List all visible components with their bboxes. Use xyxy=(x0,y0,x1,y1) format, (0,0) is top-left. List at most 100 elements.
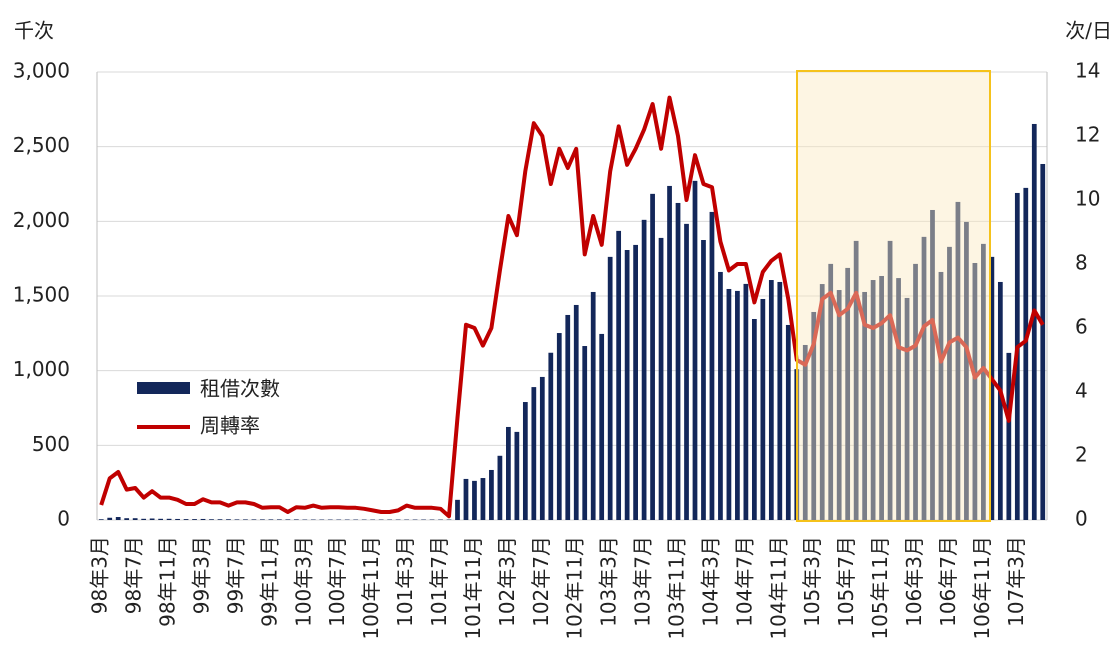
x-tick-label: 100年3月 xyxy=(291,536,315,627)
y2-tick-label: 4 xyxy=(1075,379,1088,403)
bar xyxy=(785,324,791,520)
x-tick-label: 100年11月 xyxy=(359,536,383,640)
bar xyxy=(141,518,147,520)
bar xyxy=(777,281,783,520)
bar xyxy=(115,517,121,520)
x-tick-label: 99年7月 xyxy=(223,536,247,614)
y2-tick-label: 10 xyxy=(1075,187,1100,211)
x-tick-label: 106年11月 xyxy=(970,536,994,640)
y2-tick-label: 6 xyxy=(1075,315,1088,339)
y2-tick-label: 12 xyxy=(1075,123,1100,147)
bar xyxy=(1023,187,1029,520)
y2-tick-label: 8 xyxy=(1075,251,1088,275)
bar xyxy=(870,280,876,520)
bar xyxy=(573,304,579,520)
x-tick-label: 107年3月 xyxy=(1004,536,1028,627)
x-tick-label: 106年7月 xyxy=(936,536,960,627)
bar xyxy=(285,519,291,520)
y2-axis-label: 次/日 xyxy=(1065,19,1112,43)
bar xyxy=(1031,123,1037,520)
x-tick-label: 105年11月 xyxy=(868,536,892,640)
bar xyxy=(599,333,605,520)
bar xyxy=(158,518,163,520)
bar xyxy=(260,519,265,520)
bar xyxy=(675,202,681,520)
bar xyxy=(1040,163,1046,521)
x-tick-label: 99年3月 xyxy=(190,536,214,614)
bar xyxy=(930,209,935,520)
bar xyxy=(522,402,528,520)
x-tick-label: 98年3月 xyxy=(88,536,112,614)
y-axis-label: 千次 xyxy=(14,19,54,43)
bar xyxy=(616,230,622,520)
bar xyxy=(845,267,851,520)
y-tick-label: 1,000 xyxy=(13,357,70,381)
bar xyxy=(268,519,274,520)
x-tick-label: 104年3月 xyxy=(698,536,722,627)
x-tick-label: 105年7月 xyxy=(834,536,858,627)
x-tick-label: 106年3月 xyxy=(902,536,926,627)
bar xyxy=(463,478,469,520)
bar xyxy=(192,519,197,520)
x-tick-label: 102年3月 xyxy=(495,536,519,627)
y2-tick-label: 0 xyxy=(1075,507,1088,531)
bar xyxy=(955,201,961,521)
x-tick-label: 101年3月 xyxy=(393,536,417,627)
bar xyxy=(514,431,520,520)
bar xyxy=(166,518,172,520)
labels: 0 500 1,000 1,500 2,000 2,500 3,000 0 2 4 6 8 10 12 14… xyxy=(13,59,1101,640)
y-tick-label: 500 xyxy=(32,432,70,456)
bar xyxy=(667,185,672,520)
bar xyxy=(726,288,732,520)
bar xyxy=(480,478,486,520)
x-tick-label: 104年7月 xyxy=(732,536,756,627)
x-tick-label: 101年11月 xyxy=(461,536,485,640)
bar xyxy=(904,297,910,520)
bar xyxy=(183,519,189,520)
x-tick-label: 103年7月 xyxy=(631,536,655,627)
bar xyxy=(624,250,630,520)
bar xyxy=(879,275,884,520)
bar xyxy=(896,278,901,520)
bar xyxy=(107,517,113,520)
bar xyxy=(98,519,104,520)
y-tick-label: 1,500 xyxy=(13,283,70,307)
bar xyxy=(251,519,257,520)
bar xyxy=(981,243,986,520)
bar xyxy=(811,311,817,520)
bar xyxy=(989,256,995,520)
y2-tick-label: 14 xyxy=(1075,59,1100,83)
x-tick-label: 105年3月 xyxy=(800,536,824,627)
bar xyxy=(149,518,155,520)
bar xyxy=(497,455,503,520)
bar xyxy=(887,240,893,520)
bar xyxy=(735,290,740,520)
bar xyxy=(641,219,647,520)
bar xyxy=(692,180,698,520)
bar xyxy=(768,280,774,520)
bar xyxy=(200,518,206,520)
bar xyxy=(938,271,944,520)
bar xyxy=(658,237,664,520)
bar xyxy=(293,519,299,520)
line xyxy=(99,95,1045,519)
x-tick-label: 101年7月 xyxy=(427,536,451,627)
bar xyxy=(556,333,562,520)
bar xyxy=(760,298,766,520)
bar xyxy=(947,246,952,521)
bar xyxy=(226,519,231,520)
bar xyxy=(234,519,240,520)
bar xyxy=(582,346,588,520)
bar xyxy=(472,480,477,520)
bar xyxy=(964,221,969,520)
marks xyxy=(98,95,1046,521)
bar xyxy=(997,281,1003,520)
legend-swatch-bar xyxy=(137,382,190,394)
grid xyxy=(96,71,1048,521)
bar xyxy=(607,256,613,520)
bar xyxy=(548,352,554,520)
y-tick-label: 2,000 xyxy=(13,208,70,232)
bar xyxy=(489,469,494,520)
bar xyxy=(836,290,842,520)
